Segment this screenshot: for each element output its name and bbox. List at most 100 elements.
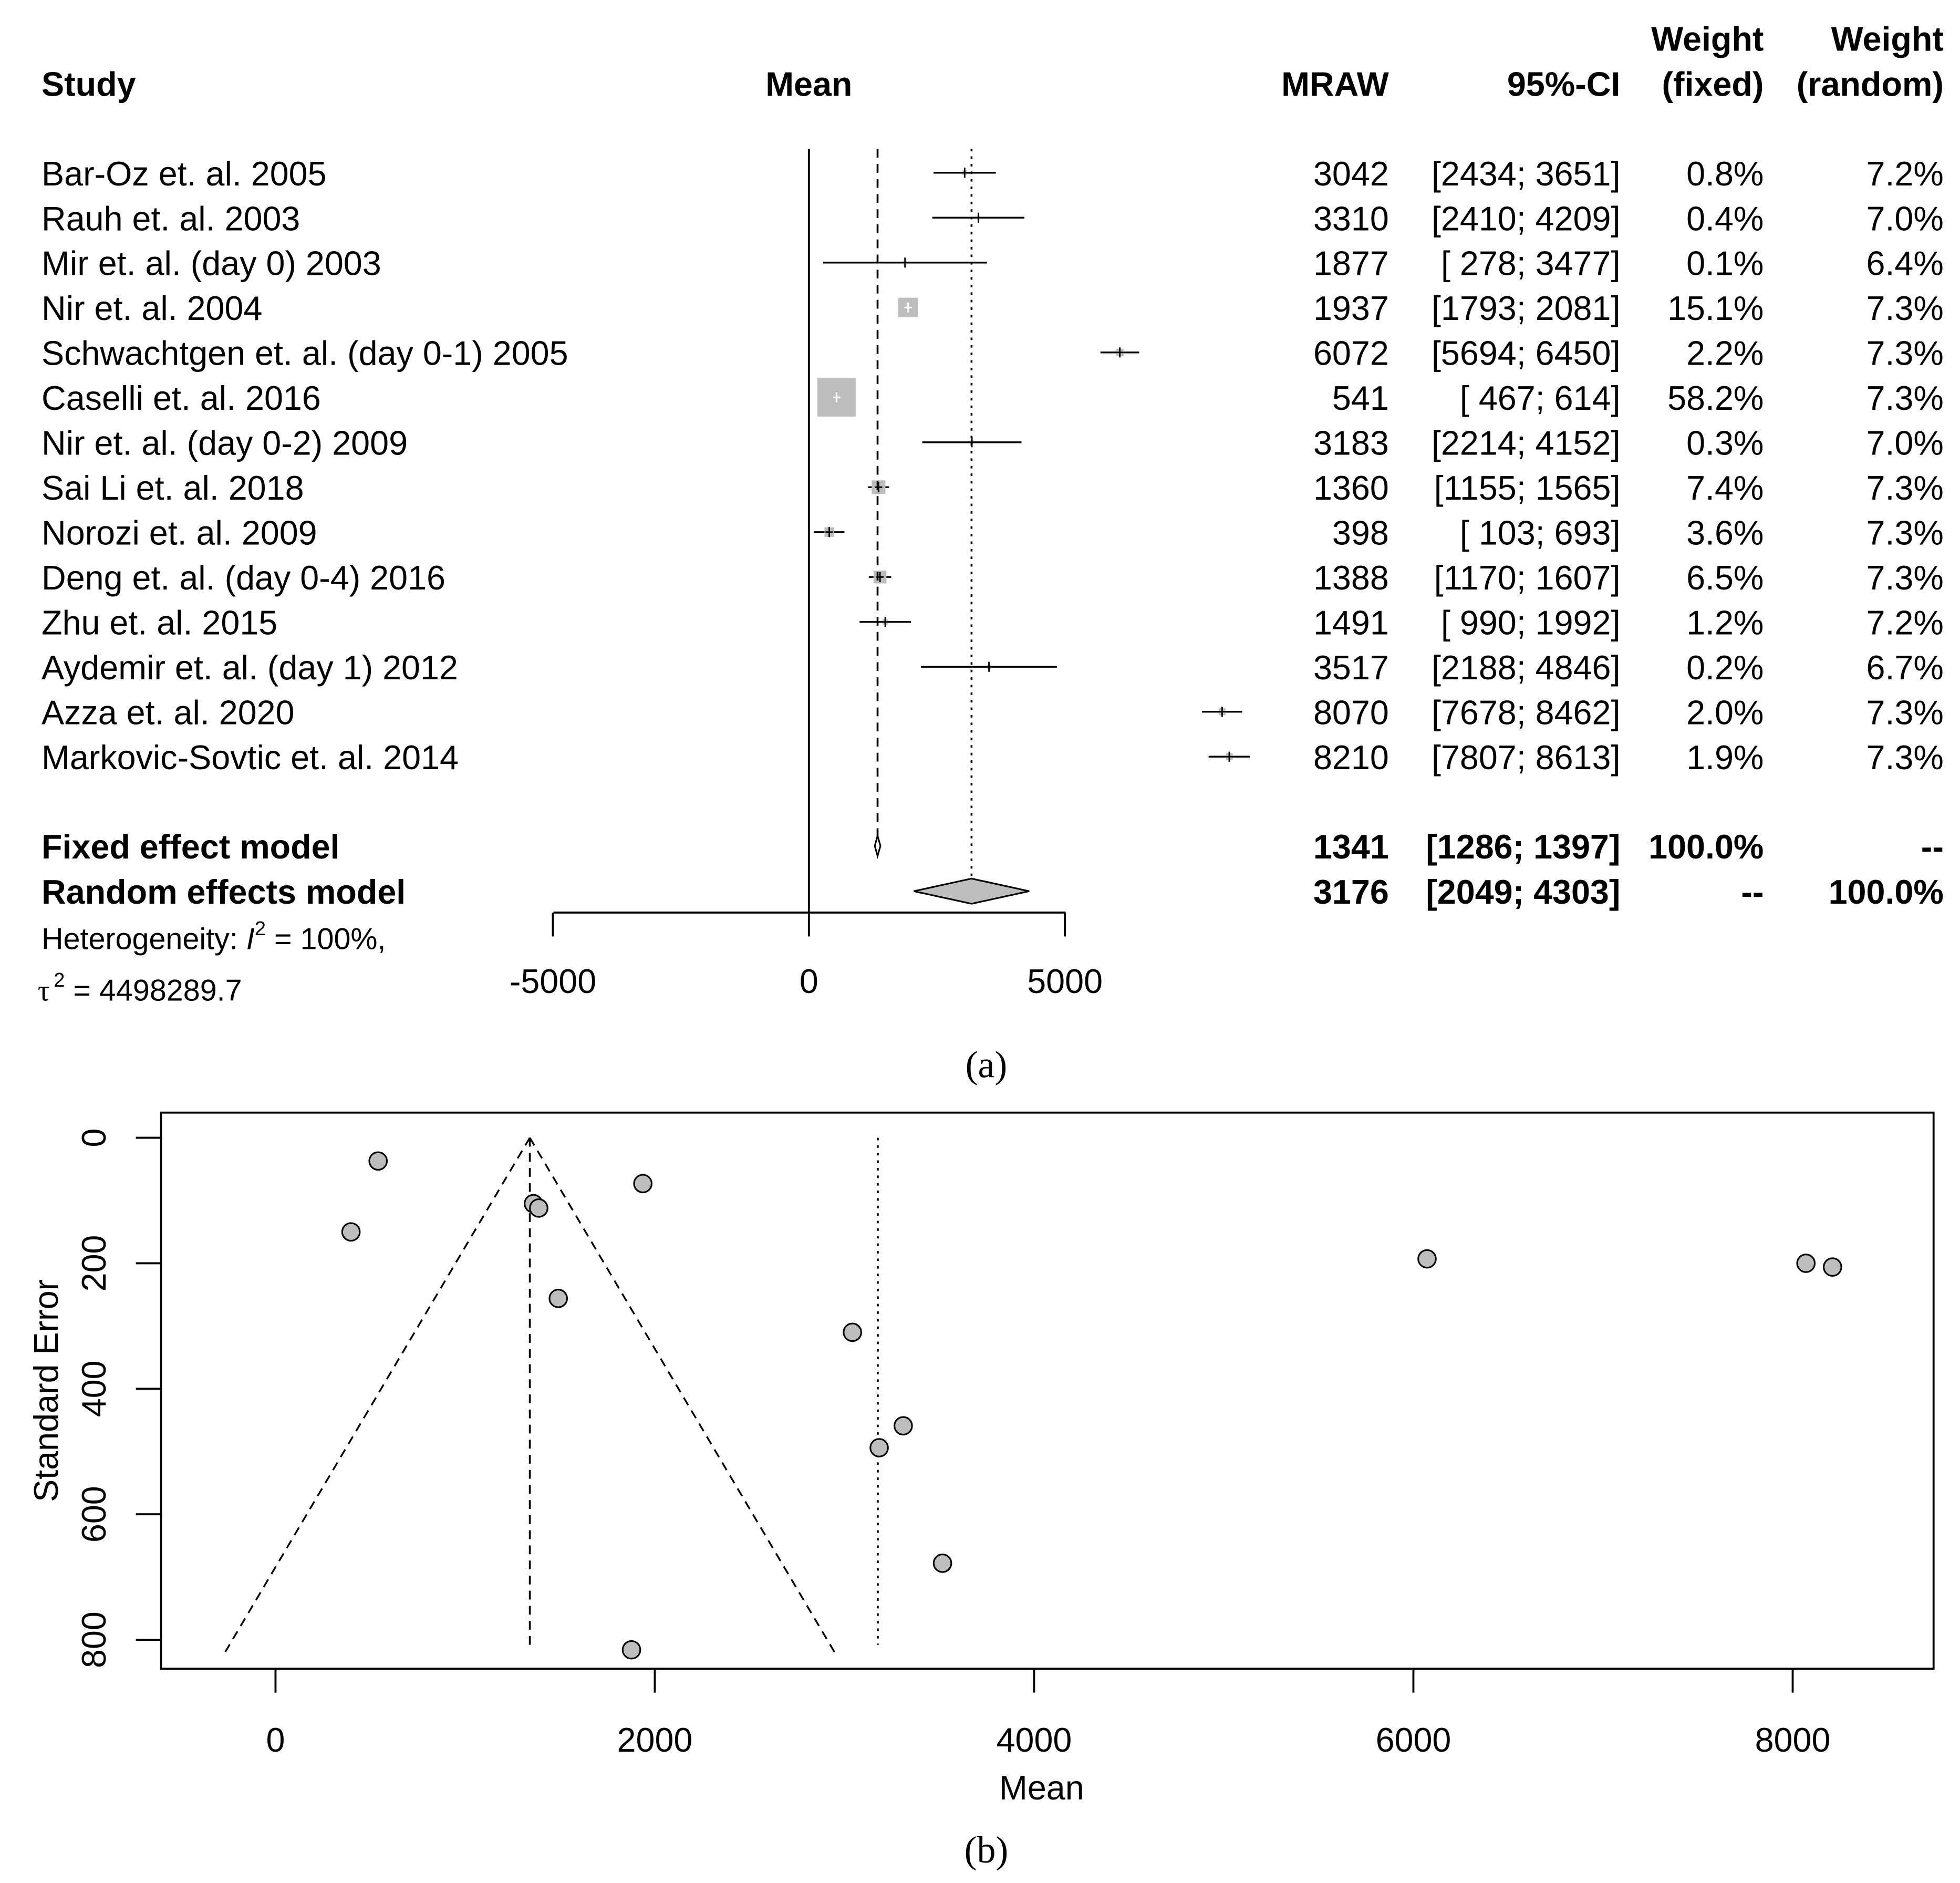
funnel-x-tick-label: 8000 — [1755, 1721, 1831, 1759]
study-ci: [ 103; 693] — [1460, 514, 1620, 552]
study-ci: [ 990; 1992] — [1441, 604, 1620, 642]
study-ci: [ 278; 3477] — [1441, 244, 1620, 283]
study-weight-fixed: 0.2% — [1686, 648, 1764, 687]
study-label: Aydemir et. al. (day 1) 2012 — [42, 648, 458, 687]
study-weight-random: 6.7% — [1866, 648, 1944, 687]
study-weight-random: 6.4% — [1866, 244, 1944, 283]
header-ci: 95%-CI — [1507, 65, 1621, 104]
study-ci: [5694; 6450] — [1432, 334, 1620, 373]
funnel-y-tick-label: 0 — [75, 1129, 113, 1147]
header-weight-random-1: Weight — [1831, 20, 1944, 58]
funnel-point — [548, 1289, 568, 1308]
funnel-point — [633, 1174, 653, 1194]
funnel-x-tick-label: 4000 — [997, 1721, 1072, 1759]
study-ci: [1170; 1607] — [1434, 558, 1621, 597]
heterogeneity-prefix: Heterogeneity: — [42, 922, 246, 956]
funnel-y-tick-label: 400 — [75, 1360, 113, 1417]
study-ci: [2434; 3651] — [1432, 154, 1620, 193]
funnel-point — [932, 1554, 952, 1573]
forest-rows: Bar-Oz et. al. 2005 3042 [2434; 3651] 0.8% 7… — [42, 154, 1944, 777]
funnel-point — [843, 1322, 862, 1342]
funnel-point — [341, 1222, 361, 1242]
tau-sup: 2 — [54, 969, 65, 991]
study-weight-fixed: 0.4% — [1686, 199, 1764, 237]
model-mraw: 1341 — [1313, 827, 1389, 866]
funnel-y-tick-label: 200 — [75, 1235, 113, 1292]
study-weight-random: 7.3% — [1866, 514, 1944, 552]
study-weight-random: 7.3% — [1866, 334, 1944, 373]
study-ci: [7678; 8462] — [1432, 694, 1620, 732]
random-effects-diamond — [914, 877, 1030, 905]
study-label: Norozi et. al. 2009 — [42, 514, 317, 552]
study-ci: [1793; 2081] — [1432, 289, 1620, 327]
study-weight-random: 7.2% — [1866, 604, 1944, 642]
tau-symbol: τ — [38, 975, 50, 1008]
study-weight-random: 7.0% — [1866, 424, 1944, 462]
funnel-left-limit — [224, 1137, 531, 1653]
study-weight-random: 7.3% — [1866, 694, 1944, 732]
funnel-point — [1822, 1257, 1842, 1277]
header-weight-fixed-2: (fixed) — [1662, 65, 1764, 104]
funnel-x-axis-label: Mean — [999, 1768, 1084, 1807]
forest-models: Fixed effect model 1341 [1286; 1397] 100.0%… — [42, 827, 1944, 911]
funnel-point — [894, 1416, 913, 1436]
funnel-x-axis: 0 2000 4000 6000 8000 — [266, 1669, 1830, 1759]
study-weight-random: 7.3% — [1866, 379, 1944, 417]
study-label: Nir et. al. (day 0-2) 2009 — [42, 424, 408, 462]
header-weight-fixed-1: Weight — [1651, 20, 1764, 58]
study-label: Markovic-Sovtic et. al. 2014 — [42, 738, 459, 777]
funnel-y-axis: 0 200 400 600 800 — [75, 1129, 161, 1668]
funnel-plot-frame — [160, 1111, 1935, 1670]
study-weight-fixed: 2.2% — [1686, 334, 1764, 373]
header-weight-random-2: (random) — [1797, 65, 1944, 104]
study-ci: [ 467; 614] — [1460, 379, 1620, 417]
funnel-point — [869, 1438, 889, 1457]
funnel-right-limit — [529, 1137, 836, 1653]
funnel-y-tick-label: 600 — [75, 1486, 113, 1543]
study-weight-fixed: 1.9% — [1686, 738, 1764, 777]
study-mraw: 6072 — [1313, 334, 1389, 373]
funnel-x-tick-label: 6000 — [1376, 1721, 1451, 1759]
model-weight-fixed: -- — [1741, 873, 1764, 911]
model-label: Random effects model — [42, 873, 406, 911]
header-study: Study — [42, 65, 136, 104]
study-mraw: 8210 — [1313, 738, 1389, 777]
funnel-x-tick-label: 0 — [266, 1721, 285, 1759]
header-mean: Mean — [765, 65, 852, 104]
funnel-point — [368, 1151, 388, 1171]
model-label: Fixed effect model — [42, 827, 340, 866]
funnel-point — [1796, 1254, 1816, 1273]
study-label: Bar-Oz et. al. 2005 — [42, 154, 327, 193]
study-ci: [1155; 1565] — [1434, 469, 1621, 507]
forest-x-axis: -5000 0 5000 — [510, 912, 1103, 1000]
study-weight-fixed: 6.5% — [1686, 558, 1764, 597]
study-label: Azza et. al. 2020 — [42, 694, 295, 732]
study-weight-random: 7.3% — [1866, 289, 1944, 327]
heterogeneity-line-1: Heterogeneity: I2 = 100%, — [42, 917, 386, 956]
model-ci: [2049; 4303] — [1426, 873, 1620, 911]
study-mraw: 1877 — [1313, 244, 1389, 283]
study-weight-fixed: 0.3% — [1686, 424, 1764, 462]
study-label: Schwachtgen et. al. (day 0-1) 2005 — [42, 334, 568, 373]
fixed-effect-diamond — [874, 833, 882, 859]
model-weight-random: -- — [1921, 827, 1944, 866]
study-weight-fixed: 0.1% — [1686, 244, 1764, 283]
forest-x-tick-label: 0 — [800, 962, 818, 1000]
study-mraw: 541 — [1332, 379, 1389, 417]
study-mraw: 3310 — [1313, 199, 1389, 237]
study-weight-random: 7.3% — [1866, 558, 1944, 597]
funnel-guides — [224, 1137, 879, 1653]
heterogeneity-i-value: = 100%, — [266, 922, 386, 956]
header-mraw: MRAW — [1281, 65, 1389, 104]
panel-caption-a: (a) — [966, 1044, 1008, 1086]
study-mraw: 8070 — [1313, 694, 1389, 732]
study-mraw: 1360 — [1313, 469, 1389, 507]
tau-value: = 4498289.7 — [65, 974, 242, 1008]
study-weight-random: 7.0% — [1866, 199, 1944, 237]
study-weight-fixed: 7.4% — [1686, 469, 1764, 507]
forest-x-tick-label: -5000 — [510, 962, 596, 1000]
forest-plot: Weight Weight Study Mean MRAW 95%-CI (fi… — [38, 20, 1944, 1086]
study-mraw: 3183 — [1313, 424, 1389, 462]
